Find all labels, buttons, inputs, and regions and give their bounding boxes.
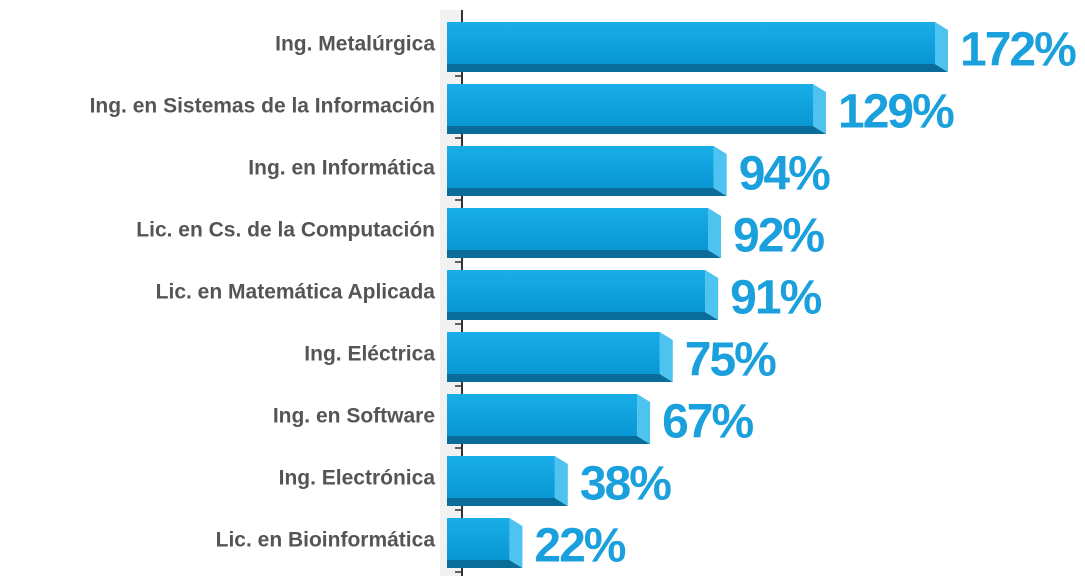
bar-bottom — [447, 312, 719, 320]
category-label: Ing. Eléctrica — [304, 343, 435, 366]
bar-side — [554, 456, 568, 506]
bar — [447, 208, 709, 250]
bar-side — [935, 22, 948, 72]
category-label: Ing. Electrónica — [279, 467, 436, 490]
bar — [447, 146, 714, 188]
bar — [447, 22, 935, 64]
bar — [447, 84, 813, 126]
bar-bottom — [447, 188, 727, 196]
bar-side — [509, 518, 523, 568]
category-label: Lic. en Bioinformática — [216, 529, 436, 552]
value-label: 129% — [838, 86, 954, 139]
bar — [447, 456, 555, 498]
bar — [447, 270, 706, 312]
category-label: Lic. en Cs. de la Computación — [136, 219, 435, 242]
bar-bottom — [447, 250, 722, 258]
bar-bottom — [447, 126, 826, 134]
bar-bottom — [447, 64, 948, 72]
category-label: Ing. Metalúrgica — [275, 33, 435, 56]
bar-side — [705, 270, 719, 320]
bar — [447, 332, 660, 374]
bar — [447, 394, 638, 436]
category-label: Ing. en Informática — [248, 157, 435, 180]
value-label: 67% — [662, 396, 753, 449]
category-label: Lic. en Matemática Aplicada — [156, 281, 436, 304]
value-label: 92% — [733, 210, 824, 263]
category-label: Ing. en Sistemas de la Información — [90, 95, 435, 118]
value-label: 94% — [739, 148, 830, 201]
bar-bottom — [447, 560, 523, 568]
bar-bottom — [447, 374, 673, 382]
bar-side — [813, 84, 826, 134]
bar — [447, 518, 510, 560]
value-label: 38% — [580, 458, 671, 511]
bar-side — [637, 394, 651, 444]
bars: Ing. Metalúrgica 172% Ing. en Sistemas de … — [90, 22, 1078, 573]
bar-side — [713, 146, 727, 196]
bar-side — [659, 332, 673, 382]
value-label: 91% — [730, 272, 821, 325]
bar-bottom — [447, 498, 568, 506]
value-label: 75% — [685, 334, 776, 387]
category-label: Ing. en Software — [273, 405, 435, 428]
value-label: 172% — [960, 24, 1076, 77]
bar-side — [708, 208, 722, 258]
value-label: 22% — [534, 520, 625, 573]
bar-bottom — [447, 436, 651, 444]
